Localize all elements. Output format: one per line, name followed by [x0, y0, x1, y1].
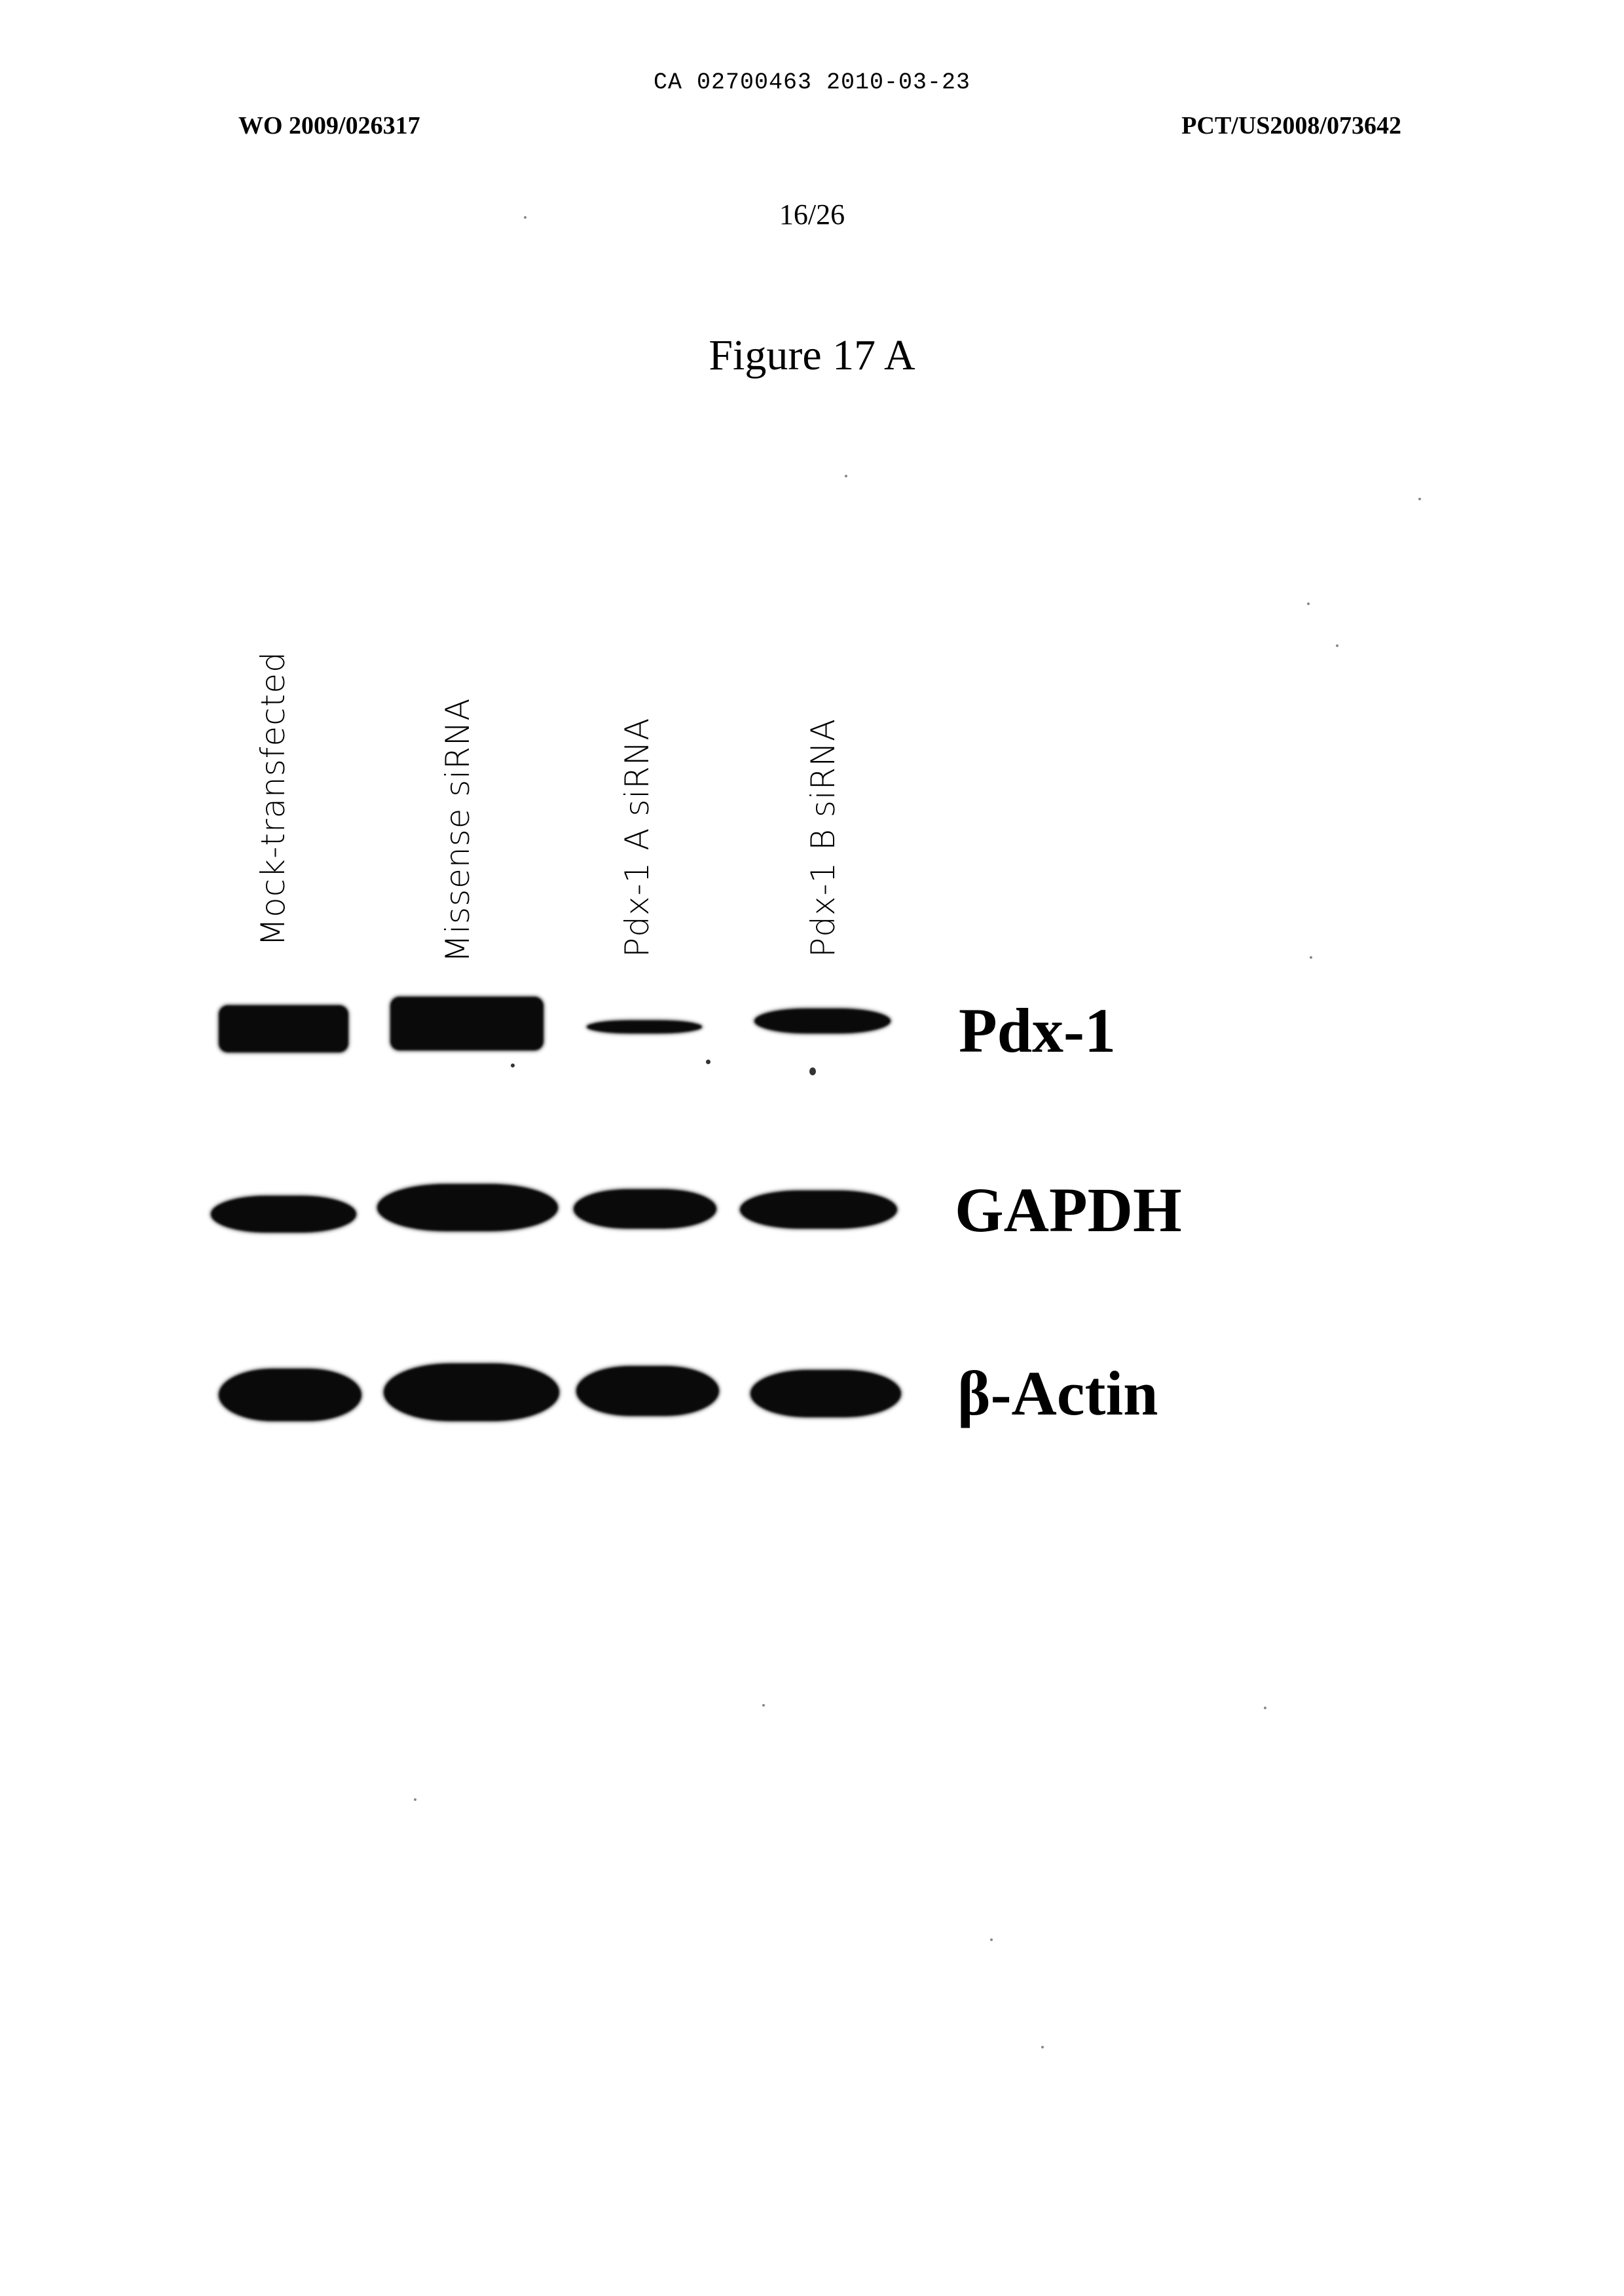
pdx1-band-missense	[390, 997, 544, 1050]
scan-dust	[845, 475, 847, 477]
pdx1-band-pdx1-a	[587, 1020, 702, 1033]
page-number: 16/26	[0, 198, 1624, 231]
pdx1-label: Pdx-1	[959, 994, 1116, 1067]
lane-label-pdx1-b: Pdx-1 B siRNA	[804, 718, 842, 957]
ca-application-line: CA 02700463 2010-03-23	[0, 69, 1624, 96]
blot-speck	[511, 1064, 515, 1067]
figure-title: Figure 17 A	[0, 331, 1624, 380]
scan-dust	[1310, 956, 1312, 959]
gapdh-band-pdx1-a	[574, 1189, 716, 1229]
scan-dust	[990, 1938, 993, 1941]
actin-label: β-Actin	[957, 1357, 1158, 1430]
scan-dust	[1264, 1707, 1266, 1709]
gapdh-band-pdx1-b	[740, 1191, 897, 1229]
scan-dust	[1041, 2046, 1044, 2048]
actin-band-mock	[219, 1369, 361, 1421]
blot-speck	[809, 1067, 816, 1075]
gapdh-band-mock	[211, 1196, 356, 1232]
scan-dust	[524, 216, 526, 219]
lane-label-missense: Missense siRNA	[439, 697, 477, 963]
scan-dust	[762, 1704, 765, 1707]
lane-label-pdx1-a: Pdx-1 A siRNA	[618, 717, 656, 957]
scan-dust	[1307, 602, 1310, 605]
lane-label-mock: Mock-transfected	[254, 651, 292, 946]
scan-dust	[414, 1798, 416, 1801]
scan-dust	[1336, 644, 1338, 647]
gapdh-label: GAPDH	[955, 1174, 1182, 1246]
actin-band-pdx1-a	[576, 1366, 719, 1416]
scan-dust	[1418, 498, 1421, 500]
actin-band-pdx1-b	[750, 1370, 901, 1417]
pdx1-band-mock	[219, 1005, 348, 1052]
actin-band-missense	[384, 1363, 559, 1421]
wo-publication-number: WO 2009/026317	[238, 111, 420, 140]
pdx1-band-pdx1-b	[754, 1009, 891, 1033]
pct-application-number: PCT/US2008/073642	[1181, 111, 1401, 140]
blot-speck	[706, 1060, 710, 1064]
gapdh-band-missense	[377, 1184, 558, 1231]
